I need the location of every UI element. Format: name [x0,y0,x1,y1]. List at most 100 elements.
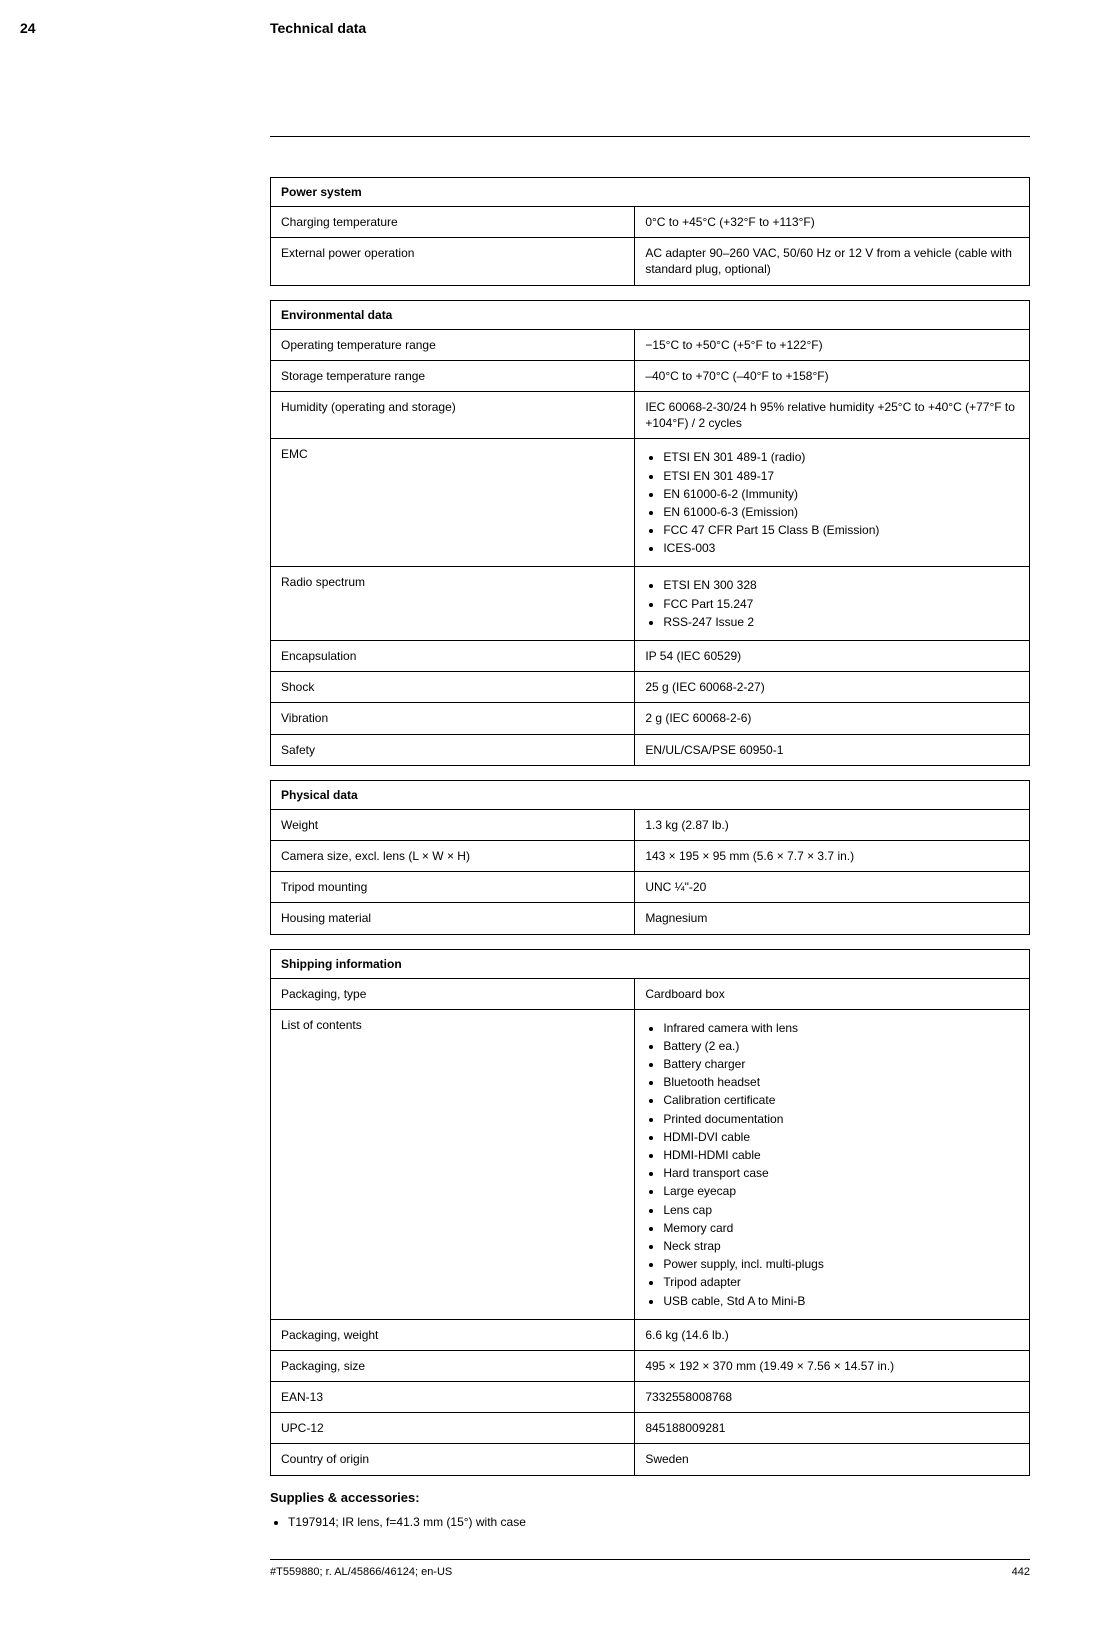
list-item: Battery charger [663,1056,1019,1072]
spec-value: IEC 60068-2-30/24 h 95% relative humidit… [635,391,1030,438]
table-row: Radio spectrumETSI EN 300 328FCC Part 15… [271,567,1030,641]
list-item: FCC Part 15.247 [663,596,1019,612]
spec-value: −15°C to +50°C (+5°F to +122°F) [635,329,1030,360]
spec-value: UNC ¼"-20 [635,872,1030,903]
list-item: Power supply, incl. multi-plugs [663,1256,1019,1272]
table-section-header: Environmental data [271,300,1030,329]
list-item: Printed documentation [663,1111,1019,1127]
spec-label: External power operation [271,238,635,285]
spec-value: 7332558008768 [635,1382,1030,1413]
spec-value: Infrared camera with lens Battery (2 ea.)… [635,1009,1030,1319]
table-row: External power operationAC adapter 90–26… [271,238,1030,285]
spec-value: 0°C to +45°C (+32°F to +113°F) [635,207,1030,238]
table-row: EncapsulationIP 54 (IEC 60529) [271,641,1030,672]
spec-value-list: Infrared camera with lens Battery (2 ea.)… [645,1020,1019,1309]
table-row: Weight1.3 kg (2.87 lb.) [271,809,1030,840]
list-item: Calibration certificate [663,1092,1019,1108]
list-item: EN 61000-6-2 (Immunity) [663,486,1019,502]
spec-table: Power systemCharging temperature0°C to +… [270,177,1030,286]
spec-label: Humidity (operating and storage) [271,391,635,438]
list-item: ICES-003 [663,540,1019,556]
spec-value: 495 × 192 × 370 mm (19.49 × 7.56 × 14.57… [635,1350,1030,1381]
list-item: T197914; IR lens, f=41.3 mm (15°) with c… [288,1515,1030,1529]
spec-table: Environmental dataOperating temperature … [270,300,1030,766]
spec-label: Weight [271,809,635,840]
list-item: EN 61000-6-3 (Emission) [663,504,1019,520]
spec-label: Safety [271,734,635,765]
spec-value: ETSI EN 301 489-1 (radio) ETSI EN 301 489… [635,439,1030,567]
spec-label: Storage temperature range [271,360,635,391]
table-section-header: Physical data [271,780,1030,809]
spec-value: EN/UL/CSA/PSE 60950-1 [635,734,1030,765]
spec-label: List of contents [271,1009,635,1319]
spec-tables: Power systemCharging temperature0°C to +… [270,177,1030,1476]
table-row: Tripod mountingUNC ¼"-20 [271,872,1030,903]
page-footer: #T559880; r. AL/45866/46124; en-US 442 [270,1560,1030,1578]
section-divider [270,136,1030,137]
table-row: Packaging, typeCardboard box [271,978,1030,1009]
spec-value: IP 54 (IEC 60529) [635,641,1030,672]
supplies-heading: Supplies & accessories: [270,1490,1030,1505]
spec-label: Charging temperature [271,207,635,238]
table-row: List of contentsInfrared camera with len… [271,1009,1030,1319]
list-item: ETSI EN 301 489-1 (radio) [663,449,1019,465]
list-item: RSS-247 Issue 2 [663,614,1019,630]
spec-label: Country of origin [271,1444,635,1475]
spec-label: UPC-12 [271,1413,635,1444]
table-row: EAN-137332558008768 [271,1382,1030,1413]
footer-page-number: 442 [1012,1566,1030,1578]
table-row: Humidity (operating and storage)IEC 6006… [271,391,1030,438]
spec-value: Sweden [635,1444,1030,1475]
spec-value: 6.6 kg (14.6 lb.) [635,1319,1030,1350]
table-row: Packaging, weight6.6 kg (14.6 lb.) [271,1319,1030,1350]
spec-value: ETSI EN 300 328FCC Part 15.247RSS-247 Is… [635,567,1030,641]
table-section-header: Power system [271,178,1030,207]
list-item: ETSI EN 301 489-17 [663,468,1019,484]
spec-label: Packaging, type [271,978,635,1009]
list-item: Large eyecap [663,1183,1019,1199]
spec-label: EAN-13 [271,1382,635,1413]
list-item: Neck strap [663,1238,1019,1254]
spec-label: Shock [271,672,635,703]
footer-doc-id: #T559880; r. AL/45866/46124; en-US [270,1566,452,1578]
list-item: HDMI-HDMI cable [663,1147,1019,1163]
spec-label: Camera size, excl. lens (L × W × H) [271,840,635,871]
table-row: SafetyEN/UL/CSA/PSE 60950-1 [271,734,1030,765]
spec-value: Cardboard box [635,978,1030,1009]
supplies-list: T197914; IR lens, f=41.3 mm (15°) with c… [270,1515,1030,1529]
table-row: Vibration2 g (IEC 60068-2-6) [271,703,1030,734]
table-row: Storage temperature range–40°C to +70°C … [271,360,1030,391]
table-row: Country of originSweden [271,1444,1030,1475]
spec-value: 25 g (IEC 60068-2-27) [635,672,1030,703]
spec-label: Packaging, size [271,1350,635,1381]
list-item: FCC 47 CFR Part 15 Class B (Emission) [663,522,1019,538]
page: 24 Technical data Power systemCharging t… [0,0,1096,1598]
list-item: HDMI-DVI cable [663,1129,1019,1145]
spec-label: Encapsulation [271,641,635,672]
spec-label: Radio spectrum [271,567,635,641]
table-row: Charging temperature0°C to +45°C (+32°F … [271,207,1030,238]
spec-table: Shipping informationPackaging, typeCardb… [270,949,1030,1476]
list-item: Hard transport case [663,1165,1019,1181]
table-row: Packaging, size495 × 192 × 370 mm (19.49… [271,1350,1030,1381]
spec-value: AC adapter 90–260 VAC, 50/60 Hz or 12 V … [635,238,1030,285]
table-row: Shock25 g (IEC 60068-2-27) [271,672,1030,703]
content-area: Power systemCharging temperature0°C to +… [270,136,1030,1578]
spec-label: Housing material [271,903,635,934]
list-item: Bluetooth headset [663,1074,1019,1090]
table-row: Operating temperature range−15°C to +50°… [271,329,1030,360]
spec-label: Operating temperature range [271,329,635,360]
table-row: Camera size, excl. lens (L × W × H)143 ×… [271,840,1030,871]
list-item: Battery (2 ea.) [663,1038,1019,1054]
spec-label: Tripod mounting [271,872,635,903]
table-row: EMCETSI EN 301 489-1 (radio)ETSI EN 301 … [271,439,1030,567]
chapter-number: 24 [20,20,270,36]
spec-table: Physical dataWeight1.3 kg (2.87 lb.)Came… [270,780,1030,935]
spec-value: 143 × 195 × 95 mm (5.6 × 7.7 × 3.7 in.) [635,840,1030,871]
list-item: Infrared camera with lens [663,1020,1019,1036]
chapter-title: Technical data [270,20,366,36]
list-item: Memory card [663,1220,1019,1236]
spec-value-list: ETSI EN 301 489-1 (radio) ETSI EN 301 489… [645,449,1019,556]
spec-value-list: ETSI EN 300 328FCC Part 15.247RSS-247 Is… [645,577,1019,630]
spec-label: Vibration [271,703,635,734]
